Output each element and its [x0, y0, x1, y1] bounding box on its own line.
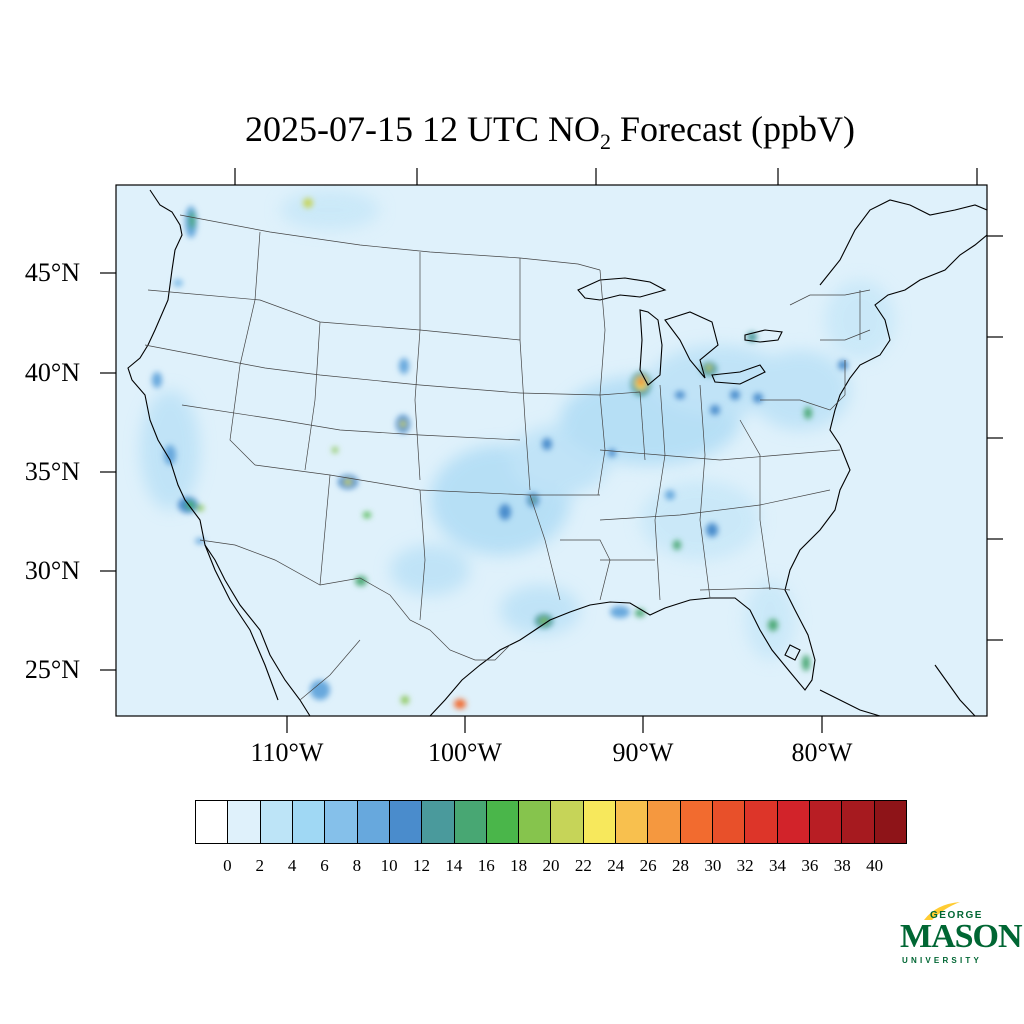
map-title: 2025-07-15 12 UTC NO2 Forecast (ppbV): [0, 108, 1024, 155]
colorbar-swatch: [357, 801, 390, 843]
colorbar-tick-label: 14: [445, 856, 463, 875]
colorbar-swatch: [325, 801, 358, 843]
colorbar-labels: 0 2 4 6 8 10 12 14 16 18 20 22 24 26 28 30 32 34 36 38 40: [0, 856, 1024, 878]
bottom-ticks: [286, 716, 823, 733]
top-ticks: [234, 168, 978, 185]
colorbar-swatch: [777, 801, 810, 843]
colorbar: [195, 800, 907, 844]
colorbar-swatch: [454, 801, 487, 843]
lon-label-100w: 100°W: [428, 738, 502, 767]
colorbar-swatch: [713, 801, 746, 843]
lon-label-80w: 80°W: [791, 738, 853, 767]
colorbar-tick-label: 24: [607, 856, 625, 875]
colorbar-swatch: [551, 801, 584, 843]
colorbar-tick-label: 30: [704, 856, 722, 875]
map-frame: [115, 184, 988, 717]
lat-label-40: 40°N: [24, 358, 80, 387]
logo-swoosh-icon: [924, 902, 960, 920]
colorbar-tick-label: 2: [255, 856, 264, 875]
colorbar-tick-label: 26: [639, 856, 657, 875]
colorbar-tick-label: 4: [287, 856, 297, 875]
colorbar-tick-label: 0: [223, 856, 232, 875]
colorbar-swatch: [874, 801, 906, 843]
colorbar-swatch: [583, 801, 617, 843]
logo-mason: MASON: [900, 918, 1023, 955]
lat-label-30: 30°N: [24, 556, 80, 585]
colorbar-swatch: [196, 801, 229, 843]
colorbar-tick-label: 28: [671, 856, 689, 875]
colorbar-swatch: [422, 801, 455, 843]
title-subscript: 2: [600, 129, 612, 155]
colorbar-tick-label: 6: [320, 856, 329, 875]
colorbar-swatch: [809, 801, 843, 843]
colorbar-tick-label: 8: [352, 856, 362, 875]
title-prefix: 2025-07-15 12 UTC NO: [245, 109, 601, 149]
colorbar-swatch: [648, 801, 681, 843]
colorbar-swatch: [616, 801, 649, 843]
colorbar-swatch: [486, 801, 520, 843]
concentration-field: [140, 190, 895, 660]
lat-label-45: 45°N: [24, 258, 80, 287]
colorbar-swatch: [260, 801, 293, 843]
colorbar-swatch: [292, 801, 326, 843]
state-borders: [144, 214, 871, 701]
lat-label-25: 25°N: [24, 655, 80, 684]
colorbar-tick-label: 40: [866, 856, 884, 875]
gmu-logo: GEORGE MASON UNIVERSITY: [900, 900, 1023, 970]
title-suffix: Forecast (ppbV): [611, 109, 855, 149]
logo-george: GEORGE: [930, 910, 983, 921]
coastlines: [127, 189, 987, 716]
colorbar-tick-label: 16: [477, 856, 495, 875]
colorbar-tick-label: 20: [542, 856, 560, 875]
logo-university: UNIVERSITY: [902, 956, 983, 965]
left-ticks: [100, 272, 116, 671]
colorbar-swatch: [389, 801, 423, 843]
right-ticks: [987, 235, 1003, 641]
colorbar-tick-label: 22: [574, 856, 592, 875]
colorbar-tick-label: 18: [510, 856, 528, 875]
colorbar-tick-label: 32: [736, 856, 754, 875]
urban-hotspots: [152, 198, 848, 709]
lon-label-90w: 90°W: [612, 738, 674, 767]
colorbar-swatch: [842, 801, 875, 843]
colorbar-tick-label: 36: [801, 856, 819, 875]
colorbar-swatch: [228, 801, 261, 843]
colorbar-tick-label: 34: [769, 856, 787, 875]
colorbar-swatch: [745, 801, 778, 843]
colorbar-tick-label: 38: [833, 856, 851, 875]
colorbar-tick-label: 12: [413, 856, 431, 875]
colorbar-swatch: [519, 801, 552, 843]
lon-label-110w: 110°W: [250, 738, 324, 767]
colorbar-tick-label: 10: [380, 856, 398, 875]
colorbar-swatch: [680, 801, 713, 843]
lat-label-35: 35°N: [24, 457, 80, 486]
